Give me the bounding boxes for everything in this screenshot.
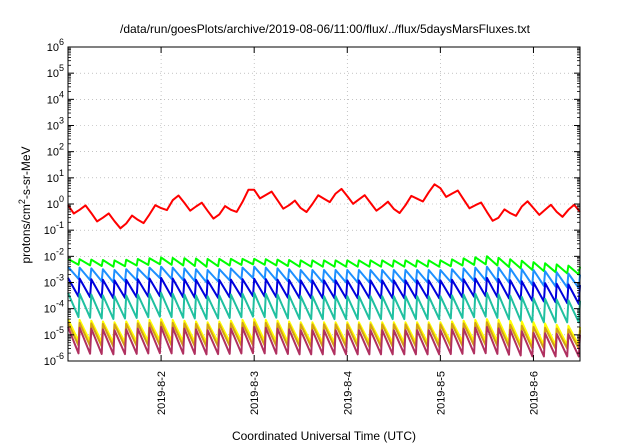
- y-tick-exponent: 0: [59, 194, 64, 204]
- y-tick-exponent: -6: [56, 351, 64, 361]
- y-tick-label: 103: [47, 116, 64, 133]
- series-line-4: [67, 276, 581, 305]
- y-tick-base: 10: [47, 147, 59, 159]
- y-tick-label: 10-1: [44, 220, 64, 237]
- y-tick-exponent: 5: [59, 63, 64, 73]
- y-tick-exponent: 4: [59, 89, 64, 99]
- y-tick-exponent: 2: [59, 142, 64, 152]
- y-tick-base: 10: [44, 225, 56, 237]
- series-line-8: [67, 326, 581, 358]
- y-tick-exponent: -2: [56, 246, 64, 256]
- y-tick-label: 100: [47, 194, 64, 211]
- y-axis-title-suffix: -s-sr-MeV: [19, 146, 33, 199]
- y-tick-label: 10-2: [44, 246, 64, 263]
- y-tick-exponent: -3: [56, 273, 64, 283]
- y-tick-label: 105: [47, 63, 64, 80]
- x-tick-label: 2019-8-5: [435, 371, 447, 415]
- x-tick-label: 2019-8-2: [156, 371, 168, 415]
- y-tick-label: 104: [47, 89, 64, 106]
- x-axis-title: Coordinated Universal Time (UTC): [232, 429, 416, 443]
- y-axis-title-superscript: 2: [17, 199, 27, 204]
- y-axis-title-prefix: protons/cm: [19, 204, 33, 263]
- y-tick-base: 10: [47, 199, 59, 211]
- series-line-5: [67, 291, 581, 324]
- chart-title: /data/run/goesPlots/archive/2019-08-06/1…: [120, 22, 531, 36]
- y-tick-exponent: -4: [56, 299, 64, 309]
- series-line-1: [67, 183, 581, 230]
- y-axis-ticks: 10-610-510-410-310-210-11001011021031041…: [44, 37, 580, 368]
- y-tick-exponent: 1: [59, 168, 64, 178]
- y-tick-base: 10: [47, 173, 59, 185]
- y-tick-exponent: 3: [59, 116, 64, 126]
- y-tick-base: 10: [47, 42, 59, 54]
- x-tick-label: 2019-8-3: [249, 371, 261, 415]
- y-tick-label: 10-5: [44, 325, 64, 342]
- y-tick-exponent: 6: [59, 37, 64, 47]
- y-tick-label: 101: [47, 168, 64, 185]
- y-tick-base: 10: [47, 68, 59, 80]
- y-tick-label: 102: [47, 142, 64, 159]
- y-tick-label: 10-6: [44, 351, 64, 368]
- series-line-3: [67, 265, 581, 290]
- y-tick-base: 10: [44, 356, 56, 368]
- y-tick-exponent: -1: [56, 220, 64, 230]
- series-line-2: [67, 255, 581, 276]
- y-tick-exponent: -5: [56, 325, 64, 335]
- x-tick-label: 2019-8-4: [342, 371, 354, 415]
- x-axis-ticks: 2019-8-2 2019-8-3 2019-8-4 2019-8-5 2019-8-6: [156, 47, 540, 415]
- y-tick-label: 10-4: [44, 299, 64, 316]
- y-tick-base: 10: [44, 251, 56, 263]
- y-tick-base: 10: [44, 278, 56, 290]
- y-tick-base: 10: [44, 330, 56, 342]
- x-tick-label: 2019-8-6: [528, 371, 540, 415]
- y-tick-base: 10: [47, 121, 59, 133]
- y-tick-base: 10: [44, 304, 56, 316]
- y-tick-label: 106: [47, 37, 64, 54]
- y-tick-label: 10-3: [44, 273, 64, 290]
- series-layer: [67, 183, 581, 358]
- y-axis-title: protons/cm2-s-sr-MeV: [17, 146, 33, 263]
- y-tick-base: 10: [47, 94, 59, 106]
